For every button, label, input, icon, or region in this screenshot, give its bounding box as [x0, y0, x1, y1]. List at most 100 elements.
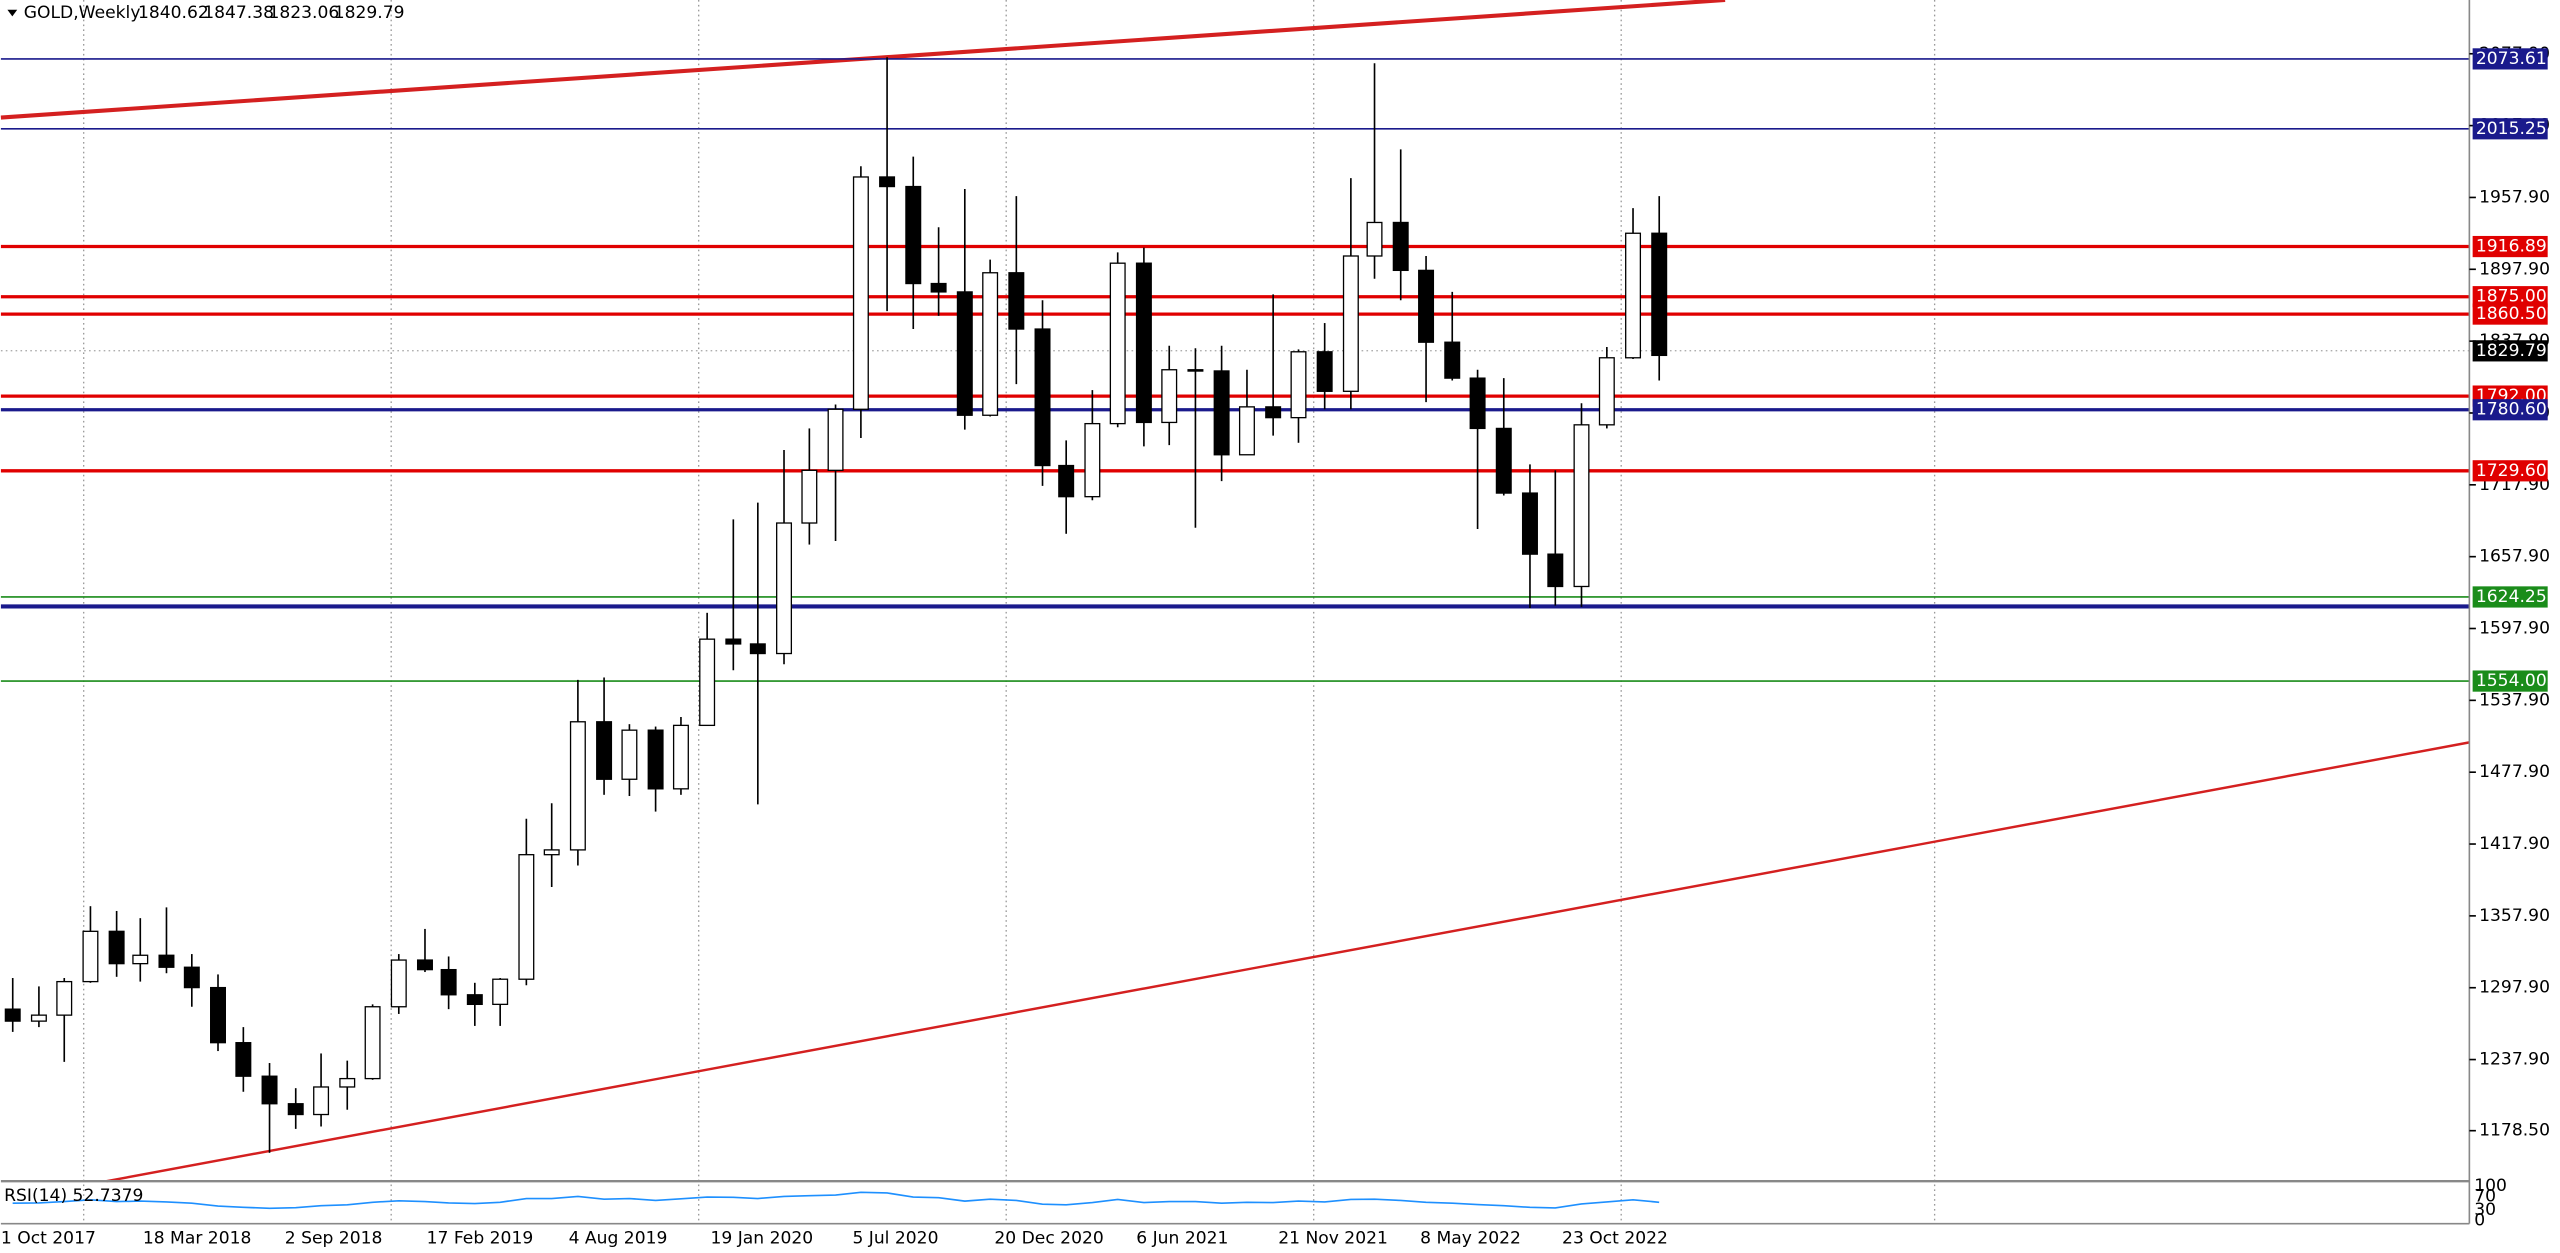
candle-body — [210, 986, 227, 1044]
candle-body — [1469, 377, 1486, 430]
candle-body — [596, 721, 613, 780]
candle-body — [543, 849, 560, 856]
level-label-box — [2472, 399, 2548, 421]
candle-body — [672, 724, 689, 790]
collapse-arrow[interactable] — [7, 9, 18, 17]
symbol-title: GOLD,Weekly — [24, 3, 141, 23]
level-label: 1624.25 — [2476, 587, 2547, 607]
ohlc-low: 1823.06 — [268, 3, 339, 23]
candle-body — [621, 729, 638, 780]
candle-body — [183, 966, 200, 989]
level-label: 1554.00 — [2476, 671, 2547, 691]
candle-body — [801, 469, 818, 524]
y-tick-label: 1597.90 — [2479, 619, 2550, 639]
candle-body — [261, 1075, 278, 1105]
candle-body — [1316, 351, 1333, 392]
candle-body — [1547, 553, 1564, 588]
x-tick-label: 17 Feb 2019 — [427, 1228, 534, 1248]
level-label-box — [2472, 235, 2548, 258]
candle-body — [1495, 427, 1512, 494]
candle-body — [699, 638, 716, 727]
candle-body — [1521, 492, 1538, 555]
candle-body — [930, 282, 947, 293]
candle-body — [158, 954, 175, 968]
candle-body — [1213, 370, 1230, 456]
x-tick-label: 2 Sep 2018 — [285, 1228, 383, 1248]
candle-body — [492, 978, 509, 1006]
level-label: 1780.60 — [2476, 400, 2547, 420]
x-tick-label: 6 Jun 2021 — [1136, 1228, 1228, 1248]
x-tick-label: 8 May 2022 — [1420, 1228, 1521, 1248]
candle-body — [1290, 351, 1307, 419]
candle-body — [569, 721, 586, 851]
axis: 1 Oct 2017 18 Mar 2018 2 Sep 2018 17 Feb 20… — [1, 44, 2550, 1249]
candle-body — [827, 408, 844, 471]
y-tick-label: 1657.90 — [2479, 547, 2550, 567]
x-tick-label: 20 Dec 2020 — [994, 1228, 1103, 1248]
y-tick-label: 1237.90 — [2479, 1050, 2550, 1070]
ohlc-high: 1847.38 — [203, 3, 274, 23]
rsi-tick-label: 70 — [2474, 1186, 2496, 1206]
ohlc-open: 1840.62 — [138, 3, 209, 23]
plot — [0, 0, 2470, 1210]
candle-body — [1109, 262, 1126, 425]
candle-body — [364, 1006, 381, 1080]
candle-body — [1084, 422, 1101, 498]
candle-body — [30, 1014, 47, 1022]
level-label-box — [2472, 118, 2548, 140]
x-tick-label: 1 Oct 2017 — [1, 1228, 96, 1248]
candle-body — [1238, 406, 1255, 456]
candle-body — [776, 522, 793, 655]
level-label-box — [2472, 48, 2548, 70]
candle-body — [1392, 221, 1409, 272]
candle-body — [1058, 464, 1075, 498]
candle-body — [647, 729, 664, 790]
level-label: 1729.60 — [2476, 461, 2547, 481]
candle-body — [1187, 369, 1204, 372]
candle-body — [108, 930, 125, 965]
candle-body — [132, 954, 149, 965]
candle-body — [725, 638, 742, 645]
candle-body — [1418, 269, 1435, 343]
candle-body — [1573, 424, 1590, 588]
candle-body — [339, 1077, 356, 1088]
grid — [83, 0, 1936, 1224]
x-tick-label: 5 Jul 2020 — [852, 1228, 938, 1248]
level-label: 1916.89 — [2476, 237, 2547, 257]
level-label-box — [2472, 303, 2548, 325]
ohlc-close: 1829.79 — [334, 3, 405, 23]
candle-body — [749, 643, 766, 655]
y-tick-label: 1537.90 — [2479, 690, 2550, 710]
x-tick-label: 18 Mar 2018 — [143, 1228, 252, 1248]
y-tick-label: 1417.90 — [2479, 834, 2550, 854]
rsi-tick-label: 0 — [2474, 1210, 2485, 1230]
candle-body — [440, 968, 457, 996]
y-tick-label: 1357.90 — [2479, 906, 2550, 926]
candle-body — [1034, 328, 1051, 467]
rsi-tick-label: 100 — [2474, 1176, 2507, 1196]
candle-body — [82, 930, 99, 983]
candle-body — [982, 272, 999, 416]
rsi-tick-label: 30 — [2474, 1200, 2496, 1220]
candle-body — [1598, 357, 1615, 426]
candle-body — [956, 291, 973, 416]
candle-body — [1265, 406, 1282, 419]
x-tick-label: 21 Nov 2021 — [1278, 1228, 1388, 1248]
trend-line — [106, 741, 2470, 1183]
candle-body — [416, 959, 433, 971]
candle-body — [852, 176, 869, 410]
candle-body — [287, 1103, 304, 1116]
rsi-label: RSI(14) 52.7379 — [4, 1186, 143, 1206]
candle-body — [235, 1042, 252, 1077]
candle-body — [56, 980, 73, 1016]
candle-body — [390, 959, 407, 1008]
level-label: 1875.00 — [2476, 287, 2547, 307]
y-tick-label: 1957.90 — [2479, 187, 2550, 207]
x-tick-label: 19 Jan 2020 — [711, 1228, 814, 1248]
level-label: 2073.61 — [2476, 49, 2547, 69]
candle-body — [313, 1086, 330, 1116]
y-tick-label: 1178.50 — [2479, 1121, 2550, 1141]
candle-body — [4, 1008, 21, 1022]
candle-body — [879, 176, 896, 188]
